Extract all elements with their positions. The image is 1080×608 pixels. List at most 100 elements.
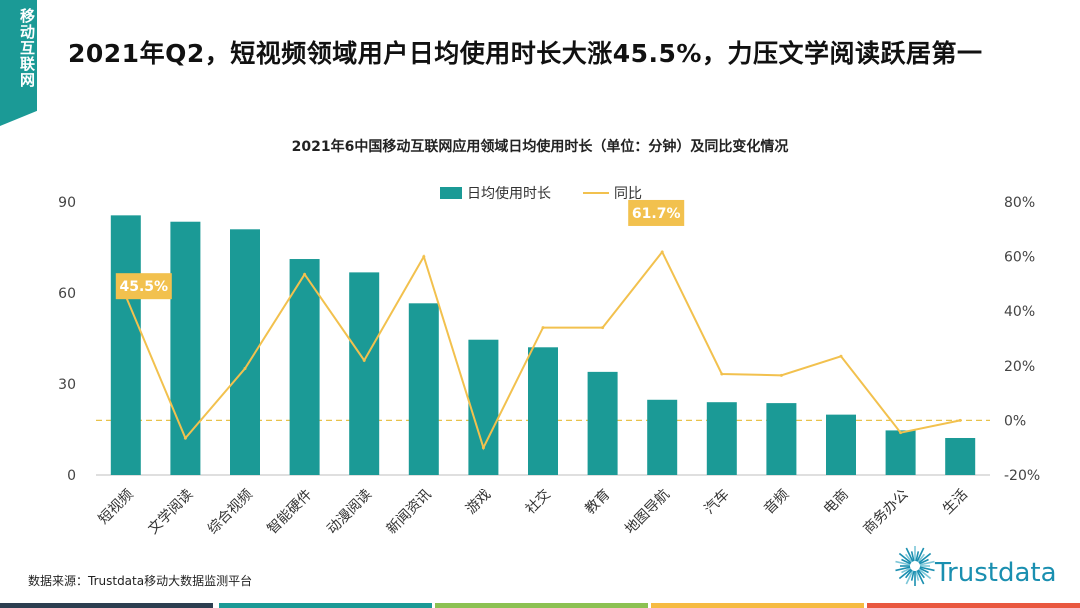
y-left-tick-label: 90 (58, 195, 76, 211)
logo-ray (918, 568, 932, 580)
category-label: 电商 (821, 487, 852, 518)
logo-ray (918, 552, 932, 564)
yoy-point-12 (839, 354, 843, 358)
bar-7 (528, 347, 558, 475)
logo-ray (915, 570, 920, 581)
bar-4 (349, 272, 380, 475)
logo-ray (898, 552, 912, 564)
y-right-tick-label: 20% (1004, 359, 1035, 375)
category-label: 社交 (522, 486, 554, 518)
category-label: 商务办公 (861, 487, 912, 538)
logo-ray (919, 560, 935, 566)
category-label: 动漫阅读 (323, 486, 375, 538)
y-right-tick-label: 0% (1004, 413, 1026, 429)
logo-ray (919, 558, 929, 565)
category-label: 音频 (760, 486, 792, 518)
legend-line-label: 同比 (614, 186, 642, 202)
y-right-tick-label: 60% (1004, 250, 1035, 266)
category-label: 文学阅读 (145, 486, 197, 538)
yoy-point-4 (362, 358, 366, 362)
bar-8 (587, 371, 618, 475)
bar-13 (885, 430, 916, 475)
yoy-point-8 (601, 326, 605, 330)
data-source: 数据来源：Trustdata移动大数据监测平台 (28, 574, 253, 588)
logo-ray (916, 570, 925, 585)
logo-ray (917, 569, 925, 579)
legend-line-swatch (583, 192, 609, 194)
logo-ray (915, 551, 920, 562)
bar-14 (945, 437, 976, 475)
logo-ray (917, 553, 925, 563)
logo-ray (905, 553, 913, 563)
starburst-logo-icon (895, 546, 935, 586)
callout-box (628, 199, 685, 226)
category-label: 新闻资讯 (384, 487, 435, 538)
logo-ray (895, 560, 911, 566)
logo-text: Trustdata (935, 558, 1057, 588)
footer-segment (867, 603, 1080, 608)
category-label: 短视频 (96, 487, 137, 528)
yoy-point-2 (243, 367, 247, 371)
yoy-point-6 (481, 446, 485, 450)
logo-ray (916, 547, 925, 562)
page-headline: 2021年Q2，短视频领域用户日均使用时长大涨45.5%，力压文学阅读跃居第一 (68, 39, 983, 68)
chart-title: 2021年6中国移动互联网应用领域日均使用时长（单位：分钟）及同比变化情况 (291, 139, 789, 155)
footer-segment (651, 603, 864, 608)
bar-1 (170, 221, 201, 475)
logo-ray (901, 567, 911, 574)
yoy-point-7 (541, 326, 545, 330)
category-label: 生活 (940, 487, 971, 518)
trustdata-logo: Trustdata (893, 538, 1073, 594)
category-label: 游戏 (463, 487, 494, 518)
logo-ray (905, 569, 913, 579)
yoy-point-10 (720, 372, 724, 376)
bar-10 (706, 402, 737, 475)
y-left-tick-label: 30 (58, 377, 76, 393)
yoy-point-5 (422, 255, 426, 259)
bar-11 (766, 403, 797, 475)
bar-3 (289, 259, 320, 475)
category-label: 综合视频 (205, 487, 256, 538)
logo-ray (898, 568, 912, 580)
logo-ray (905, 547, 914, 562)
yoy-point-13 (899, 431, 903, 435)
category-label: 汽车 (701, 486, 733, 518)
yoy-point-9 (660, 250, 664, 254)
category-label: 教育 (582, 487, 613, 518)
chart-legend: 日均使用时长 同比 (440, 183, 642, 203)
category-label: 智能硬件 (265, 487, 316, 538)
logo-ray (910, 570, 915, 581)
footer-segment (219, 603, 432, 608)
section-tag: 移动互联网 (0, 0, 37, 126)
callout-box (115, 273, 172, 300)
bar-12 (826, 414, 856, 475)
yoy-point-14 (958, 418, 962, 422)
footer-segment (0, 603, 213, 608)
logo-ray (905, 570, 914, 585)
footer-segment (435, 603, 648, 608)
callout-label: 45.5% (120, 279, 169, 295)
yoy-point-3 (303, 272, 307, 276)
logo-ray (895, 566, 911, 572)
callout-label: 61.7% (632, 206, 681, 222)
logo-ray (910, 551, 915, 562)
y-left-tick-label: 0 (67, 468, 76, 484)
category-label: 地图导航 (622, 487, 673, 538)
y-left-tick-label: 60 (58, 286, 76, 302)
y-right-tick-label: 80% (1004, 195, 1035, 211)
logo-ray (901, 558, 911, 565)
bar-9 (647, 399, 678, 475)
section-tag-text: 移动互联网 (18, 8, 36, 88)
yoy-point-11 (779, 373, 783, 377)
y-right-tick-label: -20% (1004, 468, 1040, 484)
logo-ray (919, 567, 929, 574)
legend-bar-label: 日均使用时长 (467, 186, 551, 202)
legend-bar-swatch (440, 187, 462, 199)
bar-0 (110, 215, 141, 475)
bar-6 (468, 339, 499, 475)
logo-ray (919, 566, 935, 572)
yoy-point-1 (183, 436, 187, 440)
bar-5 (408, 303, 439, 475)
y-right-tick-label: 40% (1004, 304, 1035, 320)
